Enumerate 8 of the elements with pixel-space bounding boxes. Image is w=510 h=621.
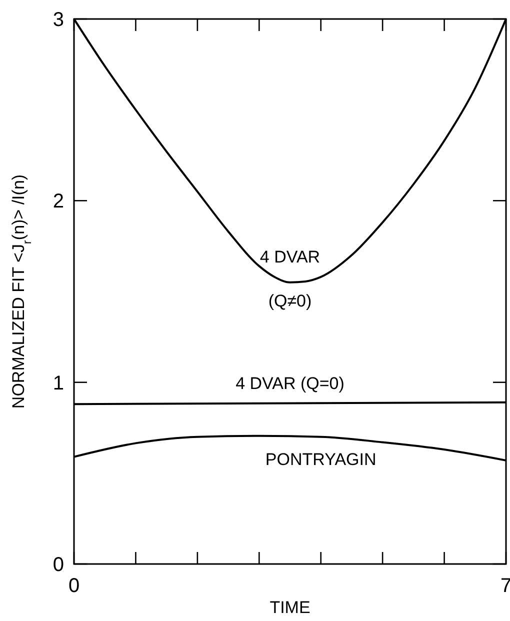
- series-label: PONTRYAGIN: [265, 450, 376, 469]
- x-axis-title: TIME: [270, 598, 310, 617]
- text: 4 DVAR (Q≠0): [260, 247, 320, 310]
- y-tick-label: 3: [52, 9, 64, 31]
- y-tick-label: 1: [52, 372, 64, 394]
- y-tick-label: 2: [52, 190, 64, 213]
- y-tick-label: 0: [52, 554, 64, 576]
- series-label: 4 DVAR (Q=0): [236, 374, 344, 394]
